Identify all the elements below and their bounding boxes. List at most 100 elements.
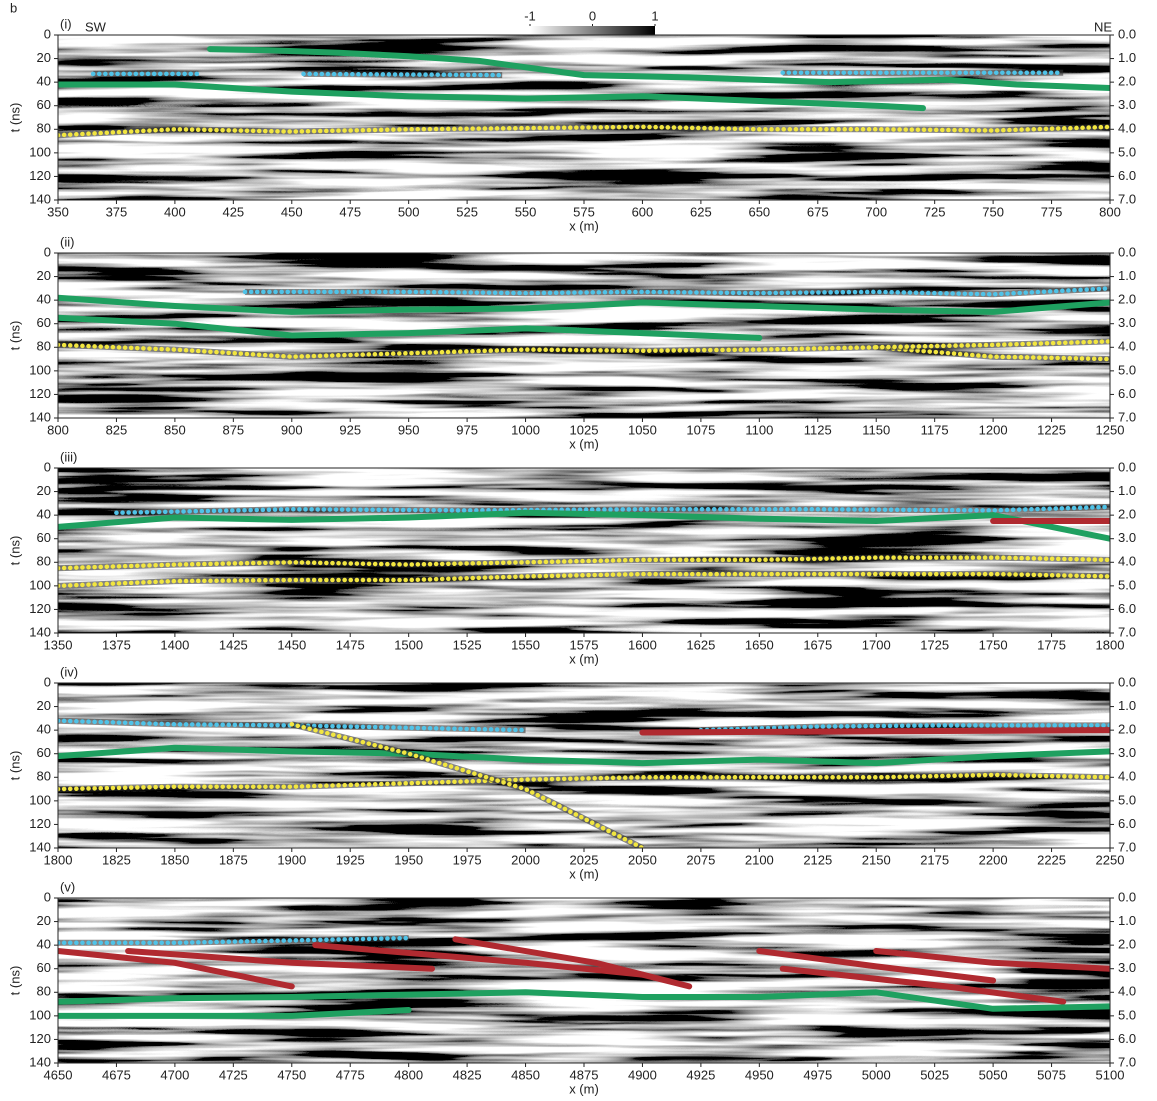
y2-tick-label: 0.0	[1118, 889, 1136, 904]
radargram	[58, 898, 1110, 1063]
y-tick-label: 100	[29, 792, 51, 807]
y2-tick-label: 1.0	[1118, 50, 1136, 65]
panel-label: (ii)	[60, 234, 74, 249]
y-axis-label: t (ns)	[7, 321, 22, 351]
y2-tick-label: 3.0	[1118, 745, 1136, 760]
x-tick-label: 1975	[453, 852, 482, 867]
y-tick-label: 120	[29, 601, 51, 616]
x-tick-label: 5075	[1037, 1067, 1066, 1082]
y2-tick-label: 5.0	[1118, 362, 1136, 377]
x-tick-label: 825	[106, 422, 128, 437]
x-tick-label: 1225	[1037, 422, 1066, 437]
x-tick-label: 4925	[686, 1067, 715, 1082]
x-tick-label: 1400	[160, 637, 189, 652]
x-axis-label: x (m)	[569, 436, 599, 451]
x-tick-label: 1800	[1096, 637, 1125, 652]
x-tick-label: 1550	[511, 637, 540, 652]
radargram	[58, 35, 1110, 200]
x-tick-label: 450	[281, 204, 303, 219]
y-tick-label: 40	[37, 722, 51, 737]
x-tick-label: 4650	[44, 1067, 73, 1082]
y2-tick-label: 1.0	[1118, 698, 1136, 713]
x-tick-label: 1450	[277, 637, 306, 652]
y-tick-label: 20	[37, 268, 51, 283]
y2-tick-label: 2.0	[1118, 507, 1136, 522]
x-tick-label: 1700	[862, 637, 891, 652]
x-tick-label: 675	[807, 204, 829, 219]
x-axis-label: x (m)	[569, 218, 599, 233]
x-tick-label: 5100	[1096, 1067, 1125, 1082]
x-tick-label: 5000	[862, 1067, 891, 1082]
x-tick-label: 1250	[1096, 422, 1125, 437]
x-tick-label: 1650	[745, 637, 774, 652]
x-tick-label: 850	[164, 422, 186, 437]
x-tick-label: 4900	[628, 1067, 657, 1082]
colorbar	[530, 26, 655, 35]
y-axis-label: t (ns)	[7, 751, 22, 781]
figure-label: b	[10, 0, 17, 15]
x-tick-label: 4725	[219, 1067, 248, 1082]
y-tick-label: 100	[29, 362, 51, 377]
x-tick-label: 1950	[394, 852, 423, 867]
y-tick-label: 100	[29, 577, 51, 592]
direction-label: SW	[85, 19, 107, 34]
x-tick-label: 1000	[511, 422, 540, 437]
panel-label: (v)	[60, 879, 75, 894]
x-axis-label: x (m)	[569, 651, 599, 666]
y2-tick-label: 2.0	[1118, 74, 1136, 89]
y2-tick-label: 4.0	[1118, 121, 1136, 136]
y2-tick-label: 5.0	[1118, 792, 1136, 807]
colorbar-tick-label: 1	[651, 8, 658, 23]
y2-tick-label: 1.0	[1118, 483, 1136, 498]
x-axis-label: x (m)	[569, 1081, 599, 1096]
y-tick-label: 80	[37, 121, 51, 136]
x-tick-label: 2000	[511, 852, 540, 867]
y-tick-label: 60	[37, 745, 51, 760]
x-tick-label: 4875	[570, 1067, 599, 1082]
x-tick-label: 975	[456, 422, 478, 437]
y-tick-label: 60	[37, 530, 51, 545]
x-tick-label: 775	[1041, 204, 1063, 219]
radargram	[58, 683, 1110, 848]
x-tick-label: 2225	[1037, 852, 1066, 867]
y-tick-label: 60	[37, 315, 51, 330]
x-tick-label: 4975	[803, 1067, 832, 1082]
x-tick-label: 4850	[511, 1067, 540, 1082]
y2-tick-label: 6.0	[1118, 1031, 1136, 1046]
x-tick-label: 1050	[628, 422, 657, 437]
y2-tick-label: 2.0	[1118, 722, 1136, 737]
y-tick-label: 20	[37, 913, 51, 928]
y-tick-label: 80	[37, 984, 51, 999]
x-tick-label: 1800	[44, 852, 73, 867]
y-tick-label: 20	[37, 698, 51, 713]
radargram	[58, 468, 1110, 633]
x-axis-label: x (m)	[569, 866, 599, 881]
y2-tick-label: 3.0	[1118, 97, 1136, 112]
x-tick-label: 4825	[453, 1067, 482, 1082]
y2-tick-label: 4.0	[1118, 339, 1136, 354]
x-tick-label: 800	[1099, 204, 1121, 219]
y2-tick-label: 1.0	[1118, 268, 1136, 283]
x-tick-label: 1475	[336, 637, 365, 652]
y-tick-label: 120	[29, 386, 51, 401]
y-tick-label: 40	[37, 292, 51, 307]
y-tick-label: 40	[37, 74, 51, 89]
y2-tick-label: 1.0	[1118, 913, 1136, 928]
x-tick-label: 1425	[219, 637, 248, 652]
y2-tick-label: 4.0	[1118, 554, 1136, 569]
y2-tick-label: 4.0	[1118, 769, 1136, 784]
x-tick-label: 1775	[1037, 637, 1066, 652]
x-tick-label: 1575	[570, 637, 599, 652]
panel-label: (i)	[60, 16, 72, 31]
y-tick-label: 100	[29, 1007, 51, 1022]
x-tick-label: 1600	[628, 637, 657, 652]
x-tick-label: 1850	[160, 852, 189, 867]
x-tick-label: 2125	[803, 852, 832, 867]
x-tick-label: 1200	[979, 422, 1008, 437]
x-tick-label: 1925	[336, 852, 365, 867]
y-tick-label: 40	[37, 507, 51, 522]
y-tick-label: 60	[37, 97, 51, 112]
y2-tick-label: 2.0	[1118, 937, 1136, 952]
y2-tick-label: 3.0	[1118, 530, 1136, 545]
x-tick-label: 925	[339, 422, 361, 437]
